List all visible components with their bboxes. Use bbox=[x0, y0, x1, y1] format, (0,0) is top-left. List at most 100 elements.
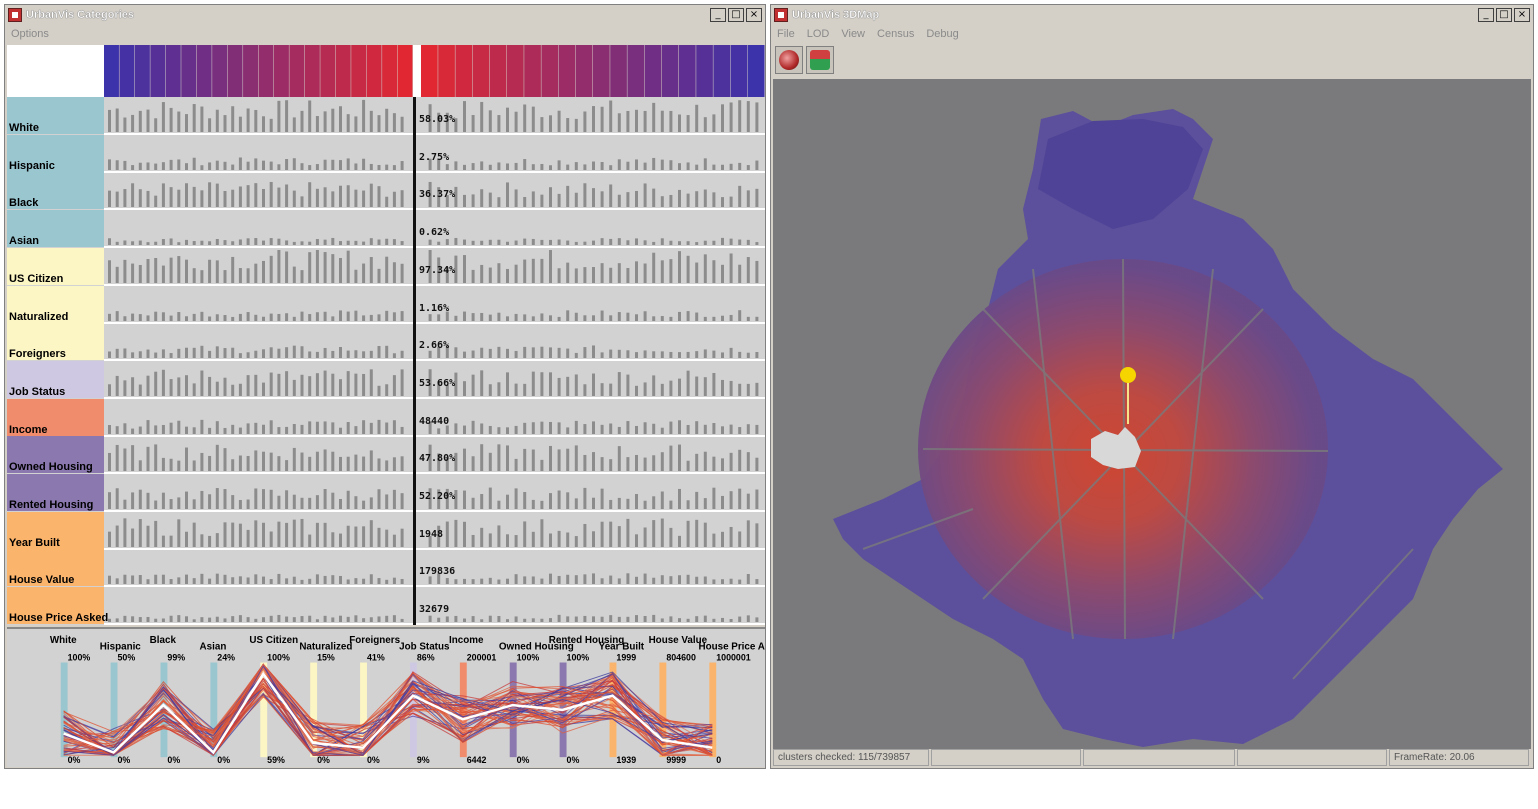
strip-swatch[interactable] bbox=[212, 45, 228, 97]
strip-swatch[interactable] bbox=[472, 45, 490, 97]
strip-swatch[interactable] bbox=[610, 45, 627, 97]
pc-axis[interactable] bbox=[110, 662, 118, 758]
strip-swatch[interactable] bbox=[273, 45, 289, 97]
category-label-box[interactable]: House Value bbox=[7, 549, 104, 587]
strip-swatch[interactable] bbox=[196, 45, 212, 97]
strip-swatch[interactable] bbox=[713, 45, 731, 97]
center-divider[interactable] bbox=[413, 97, 416, 625]
parallel-coordinates-plot[interactable]: White100%0%Hispanic50%0%Black99%0%Asian2… bbox=[7, 627, 765, 767]
category-row[interactable]: Asian 0.62% bbox=[7, 210, 765, 249]
strip-swatch[interactable] bbox=[558, 45, 576, 97]
category-row[interactable]: Foreigners 2.66% bbox=[7, 323, 765, 362]
category-row[interactable]: Naturalized 1.16% bbox=[7, 285, 765, 324]
strip-divider[interactable] bbox=[413, 45, 421, 97]
map-titlebar[interactable]: UrbanVis 3DMap _ □ × bbox=[771, 5, 1533, 25]
strip-swatch[interactable] bbox=[382, 45, 398, 97]
census-map[interactable] bbox=[773, 79, 1531, 749]
category-row[interactable]: White 58.03% bbox=[7, 97, 765, 135]
menu-file[interactable]: File bbox=[777, 28, 795, 40]
strip-swatch[interactable] bbox=[524, 45, 541, 97]
menu-debug[interactable]: Debug bbox=[926, 28, 959, 40]
menu-lod[interactable]: LOD bbox=[806, 28, 830, 40]
strip-swatch[interactable] bbox=[438, 45, 455, 97]
strip-swatch[interactable] bbox=[644, 45, 662, 97]
strip-swatch[interactable] bbox=[593, 45, 610, 97]
strip-swatch[interactable] bbox=[397, 45, 413, 97]
category-row[interactable]: Black 36.37% bbox=[7, 172, 765, 211]
minimize-button[interactable]: _ bbox=[1478, 8, 1494, 22]
strip-swatch[interactable] bbox=[661, 45, 679, 97]
strip-swatch[interactable] bbox=[627, 45, 645, 97]
strip-swatch[interactable] bbox=[541, 45, 559, 97]
category-label-box[interactable]: US Citizen bbox=[7, 247, 104, 285]
pc-axis[interactable] bbox=[310, 662, 318, 758]
menu-census[interactable]: Census bbox=[877, 28, 915, 40]
category-label-box[interactable]: Year Built bbox=[7, 511, 104, 549]
pc-axis[interactable] bbox=[659, 662, 667, 758]
selected-region[interactable] bbox=[1091, 427, 1141, 469]
category-label-box[interactable]: Income bbox=[7, 398, 104, 436]
category-label-box[interactable]: House Price Asked bbox=[7, 587, 108, 625]
pc-axis[interactable] bbox=[709, 662, 717, 758]
pc-axis[interactable] bbox=[60, 662, 68, 758]
location-pin-icon[interactable] bbox=[1120, 367, 1136, 383]
category-row[interactable]: House Price Asked 32679 bbox=[7, 587, 765, 626]
strip-swatch[interactable] bbox=[304, 45, 320, 97]
category-row[interactable]: Hispanic 2.75% bbox=[7, 134, 765, 173]
strip-swatch[interactable] bbox=[104, 45, 119, 97]
figure-view-button[interactable] bbox=[806, 46, 834, 74]
close-button[interactable]: × bbox=[1514, 8, 1530, 22]
strip-swatch[interactable] bbox=[489, 45, 507, 97]
category-label-box[interactable]: Hispanic bbox=[7, 134, 104, 172]
strip-swatch[interactable] bbox=[243, 45, 258, 97]
category-label-box[interactable]: Black bbox=[7, 172, 104, 210]
maximize-button[interactable]: □ bbox=[1496, 8, 1512, 22]
strip-swatch[interactable] bbox=[507, 45, 524, 97]
category-row[interactable]: Year Built 1948 bbox=[7, 511, 765, 550]
strip-swatch[interactable] bbox=[119, 45, 135, 97]
category-label-box[interactable]: Owned Housing bbox=[7, 436, 104, 474]
category-label-box[interactable]: Job Status bbox=[7, 360, 104, 398]
close-button[interactable]: × bbox=[746, 8, 762, 22]
category-row[interactable]: US Citizen 97.34% bbox=[7, 247, 765, 286]
map-region-north[interactable] bbox=[1038, 119, 1203, 229]
pc-axis[interactable] bbox=[360, 662, 367, 758]
pc-axis[interactable] bbox=[260, 662, 268, 758]
category-label-box[interactable]: Asian bbox=[7, 210, 104, 248]
strip-swatch[interactable] bbox=[455, 45, 473, 97]
strip-swatch[interactable] bbox=[366, 45, 382, 97]
globe-view-button[interactable] bbox=[775, 46, 803, 74]
strip-swatch[interactable] bbox=[747, 45, 765, 97]
strip-swatch[interactable] bbox=[679, 45, 696, 97]
maximize-button[interactable]: □ bbox=[728, 8, 744, 22]
pc-axis[interactable] bbox=[210, 662, 218, 758]
strip-swatch[interactable] bbox=[258, 45, 274, 97]
category-row[interactable]: House Value 179836 bbox=[7, 549, 765, 588]
strip-swatch[interactable] bbox=[730, 45, 748, 97]
strip-swatch[interactable] bbox=[150, 45, 166, 97]
strip-swatch[interactable] bbox=[351, 45, 367, 97]
strip-swatch[interactable] bbox=[320, 45, 336, 97]
strip-swatch[interactable] bbox=[165, 45, 181, 97]
strip-swatch[interactable] bbox=[289, 45, 305, 97]
color-strip[interactable] bbox=[7, 45, 765, 97]
pc-axis[interactable] bbox=[459, 662, 467, 758]
strip-swatch[interactable] bbox=[575, 45, 593, 97]
category-label-box[interactable]: White bbox=[7, 97, 104, 134]
category-row[interactable]: Income 48440 bbox=[7, 398, 765, 437]
menu-options[interactable]: Options bbox=[11, 28, 49, 40]
category-label-box[interactable]: Rented Housing bbox=[7, 474, 104, 511]
category-row[interactable]: Owned Housing 47.80% bbox=[7, 436, 765, 475]
category-label-box[interactable]: Foreigners bbox=[7, 323, 104, 361]
categories-titlebar[interactable]: UrbanVis Categories _ □ × bbox=[5, 5, 765, 25]
strip-swatch[interactable] bbox=[181, 45, 197, 97]
category-label-box[interactable]: Naturalized bbox=[7, 285, 104, 323]
strip-swatch[interactable] bbox=[227, 45, 243, 97]
strip-swatch[interactable] bbox=[421, 45, 438, 97]
minimize-button[interactable]: _ bbox=[710, 8, 726, 22]
category-row[interactable]: Rented Housing 52.20% bbox=[7, 474, 765, 512]
menu-view[interactable]: View bbox=[841, 28, 866, 40]
strip-swatch[interactable] bbox=[335, 45, 351, 97]
category-row[interactable]: Job Status 53.66% bbox=[7, 360, 765, 399]
strip-swatch[interactable] bbox=[134, 45, 150, 97]
